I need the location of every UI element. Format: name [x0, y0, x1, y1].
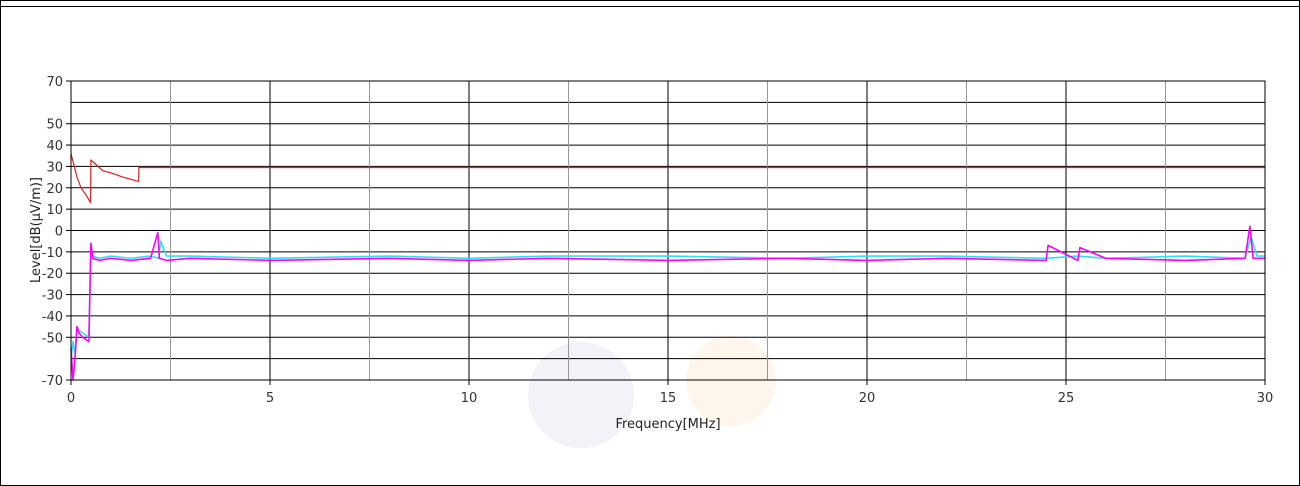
y-tick-label: 70 — [46, 75, 63, 90]
y-tick-label: 20 — [46, 182, 63, 197]
y-axis-ticks: 70 50 40 30 20 10 0 -10 -20 -30 -40 -50 -70 — [42, 75, 71, 389]
watermark-blue-circle — [528, 342, 634, 448]
y-tick-label: 50 — [46, 118, 63, 133]
y-tick-label: 30 — [46, 160, 63, 175]
watermark-orange-circle — [686, 336, 776, 426]
y-tick-label: -40 — [42, 310, 63, 325]
series-line-3 — [70, 225, 1265, 381]
y-tick-label: 40 — [46, 139, 63, 154]
y-tick-label: 0 — [55, 225, 63, 240]
x-tick-label: 20 — [859, 391, 876, 406]
x-axis-ticks: 0 5 10 15 20 25 30 — [67, 380, 1273, 406]
x-tick-label: 5 — [266, 391, 274, 406]
y-tick-label: -70 — [42, 374, 63, 389]
x-axis-label: Frequency[MHz] — [615, 417, 720, 432]
x-tick-label: 15 — [660, 391, 677, 406]
series-line-2 — [70, 236, 1265, 359]
y-tick-label: -20 — [42, 267, 63, 282]
series-group — [70, 153, 1265, 381]
y-tick-label: 10 — [46, 203, 63, 218]
x-tick-label: 30 — [1257, 391, 1274, 406]
y-axis-label: Level[dB(µV/m)] — [29, 177, 44, 283]
y-tick-label: -10 — [42, 246, 63, 261]
x-tick-label: 0 — [67, 391, 75, 406]
x-tick-label: 10 — [461, 391, 478, 406]
y-tick-label: -30 — [42, 289, 63, 304]
header-strip — [0, 0, 1300, 7]
grid-lines — [70, 80, 1266, 381]
y-tick-label: -50 — [42, 331, 63, 346]
x-tick-label: 25 — [1058, 391, 1075, 406]
series-line-1 — [70, 153, 1265, 204]
